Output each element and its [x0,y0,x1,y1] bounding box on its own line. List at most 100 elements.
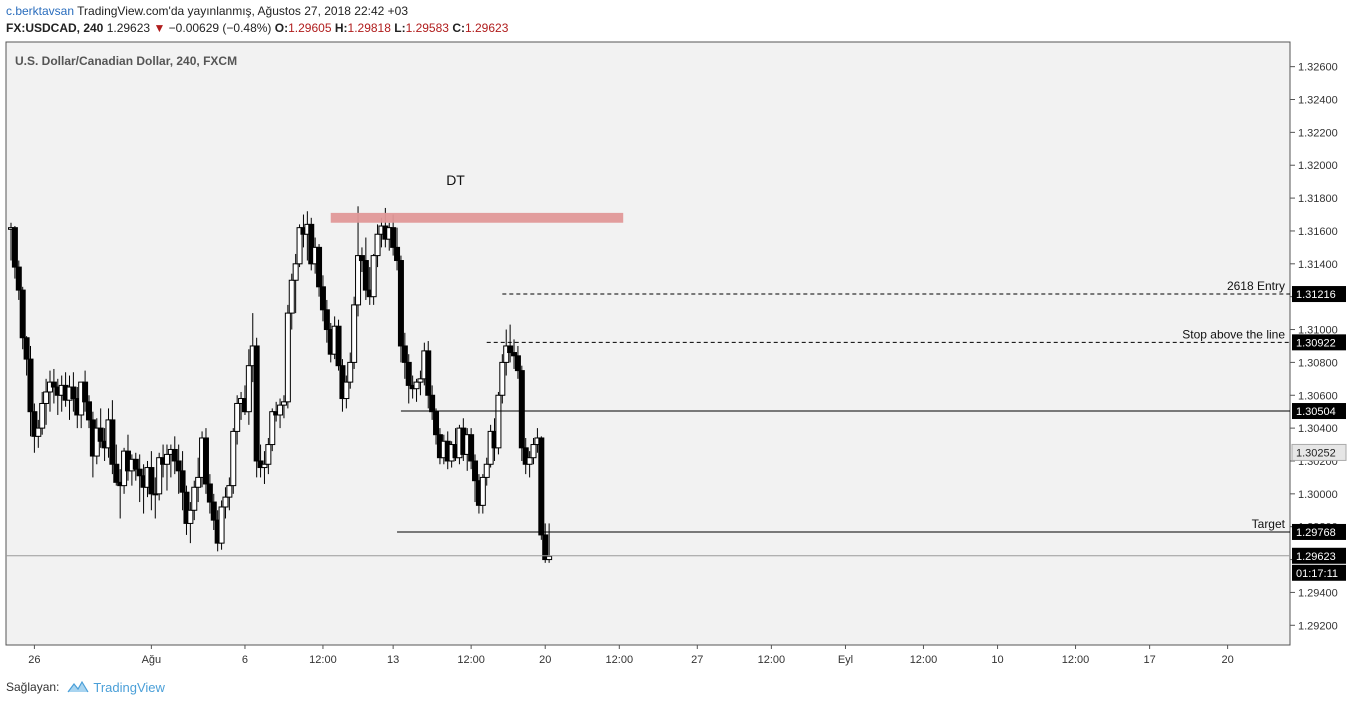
time-tick-label: 12:00 [758,654,786,666]
candle-up [245,365,252,413]
price-tick-label: 1.30600 [1298,390,1338,402]
time-tick-label: Eyl [838,654,853,666]
time-tick-label: 12:00 [910,654,938,666]
candle-up [226,485,233,498]
candle-down [405,361,412,386]
candle-down [507,345,514,354]
candle-down [206,483,213,503]
candle-up [370,255,377,298]
time-tick-label: 13 [387,654,399,666]
time-tick-label: Ağu [142,654,162,666]
candle-up [43,391,50,404]
candlestick-chart[interactable]: U.S. Dollar/Canadian Dollar, 240, FXCM D… [0,0,1348,670]
candle-down [171,448,178,462]
footer: Sağlayan: TradingView [6,676,165,698]
candle-up [479,476,486,506]
high-label: H: [334,21,348,35]
symbol-label: FX:USDCAD, 240 [6,21,104,35]
level-price-tag [1292,523,1346,540]
price-tick-label: 1.31600 [1298,226,1338,238]
candle-up [292,263,299,281]
candle-down [175,460,182,472]
candle-down [82,381,89,403]
candle-up [343,381,350,400]
plot-area[interactable] [5,41,1291,646]
candle-down [210,501,217,521]
candle-up [222,496,229,508]
candle-down [397,260,404,347]
candle-down [319,286,326,311]
candle-up [163,453,170,465]
candle-down [31,411,38,437]
level-label: Target [1252,517,1286,531]
candle-up [417,378,424,383]
candle-up [195,476,202,488]
resistance-zone [330,212,624,223]
candle-up [269,411,276,446]
candle-down [136,468,143,477]
candle-down [109,419,116,465]
candle-up [499,361,506,396]
time-tick-label: 27 [691,654,703,666]
price-tick-label: 1.32000 [1298,160,1338,172]
author-link[interactable]: c.berktavsan [6,4,75,18]
close-value: 1.29623 [464,21,509,35]
time-axis[interactable]: 26 Ağu 6 12:00 13 12:00 20 12:00 27 12:00 Eyl 12:00… [28,645,1234,666]
time-tick-label: 17 [1143,654,1155,666]
brand-label: TradingView [93,679,165,695]
price-tick-label: 1.32400 [1298,95,1338,107]
highlight-price-label: 1.30252 [1296,447,1336,459]
price-tick-label: 1.32600 [1298,62,1338,74]
price-tick-label: 1.30800 [1298,357,1338,369]
candle-up [265,444,272,465]
candle-down [390,227,397,248]
candle-up [35,427,42,437]
high-value: 1.29818 [347,21,391,35]
time-tick-label: 20 [1221,654,1233,666]
level-price-label: 1.30504 [1296,406,1336,418]
level-price-label: 1.29768 [1296,527,1336,539]
candle-down [183,491,190,524]
publication-line: c.berktavsan TradingView.com'da yayınlan… [6,3,508,20]
candle-up [261,463,268,469]
candle-down [429,394,436,413]
candle-up [355,255,362,306]
level-price-tag [1292,334,1346,351]
candle-up [351,304,358,363]
candle-up [288,279,295,314]
candle-up [374,233,381,257]
candle-down [433,411,440,436]
price-tick-label: 1.29400 [1298,587,1338,599]
candle-up [191,486,198,511]
tradingview-brand[interactable]: TradingView [67,680,165,695]
candle-down [522,447,529,465]
candle-up [530,444,537,459]
price-axis[interactable]: 1.292001.294001.296001.298001.300001.302… [1290,62,1347,633]
candle-up [187,509,194,524]
candle-down [85,401,92,421]
price-tick-label: 1.32200 [1298,127,1338,139]
candle-down [335,325,342,367]
level-price-tag [1292,403,1346,420]
candle-up [280,401,287,406]
candle-down [323,309,330,331]
candle-up [234,402,241,432]
candle-up [296,227,303,265]
candle-down [27,358,34,413]
provided-by-label: Sağlayan: [6,680,60,694]
candle-up [495,394,502,449]
candle-down [179,470,186,493]
candle-down [50,381,57,388]
candle-up [218,506,225,544]
level-label: Stop above the line [1182,327,1285,341]
candle-down [23,337,30,360]
candle-down [394,246,401,262]
candle-down [202,437,209,485]
current-price-tag [1292,547,1346,564]
candle-down [472,460,479,482]
published-info: TradingView.com'da yayınlanmış, Ağustos … [77,4,409,18]
candle-down [542,534,549,561]
candle-down [316,246,323,288]
candle-up [39,402,46,429]
level-price-tag [1292,286,1346,303]
